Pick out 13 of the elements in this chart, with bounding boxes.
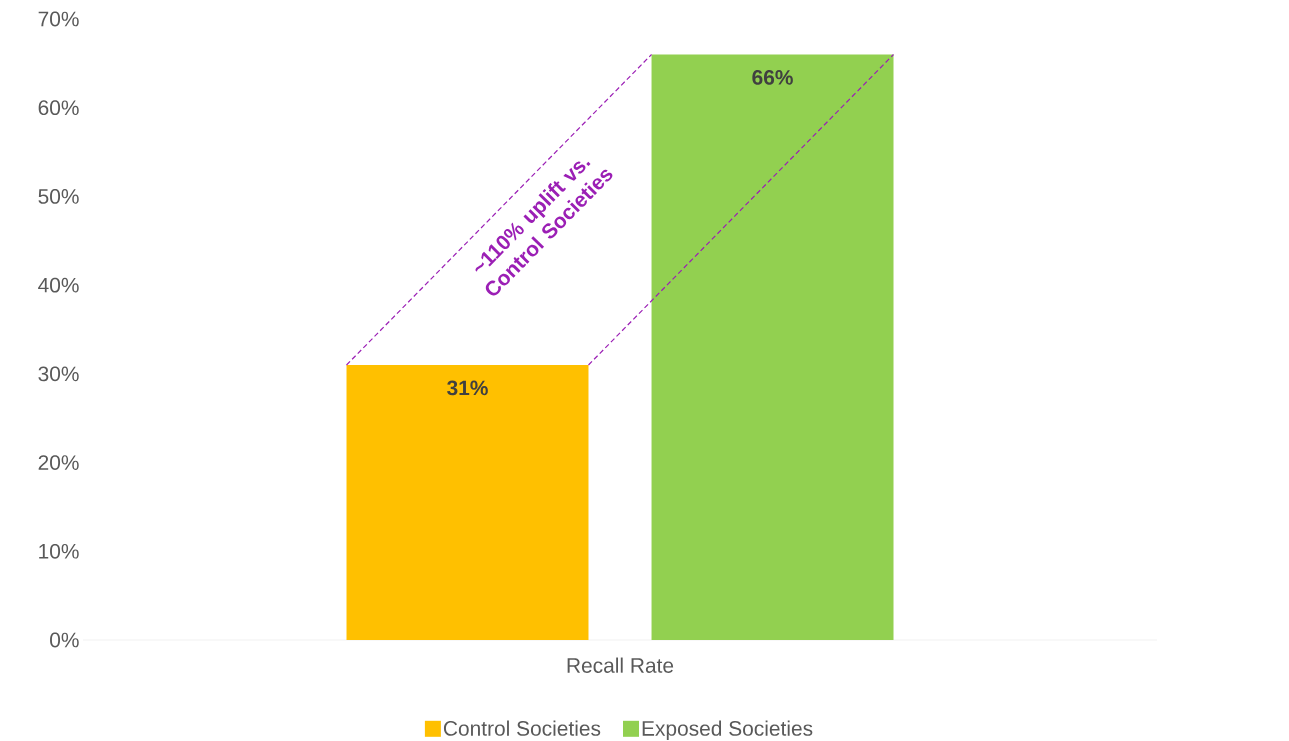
x-tick-label: Recall Rate [567, 657, 674, 673]
data-label: 31% [447, 380, 488, 396]
y-tick-label: 20% [38, 455, 79, 470]
y-tick-label: 60% [38, 100, 79, 116]
y-tick-label: 50% [38, 189, 79, 204]
legend-label: Control Societies [443, 720, 601, 736]
y-tick-label: 30% [38, 366, 79, 382]
y-tick-label: 0% [50, 632, 79, 648]
legend-label: Exposed Societies [642, 720, 813, 740]
y-tick-label: 40% [38, 277, 79, 293]
y-tick-label: 70% [38, 11, 79, 27]
y-tick-label: 10% [39, 543, 79, 559]
data-label: 66% [752, 70, 793, 85]
